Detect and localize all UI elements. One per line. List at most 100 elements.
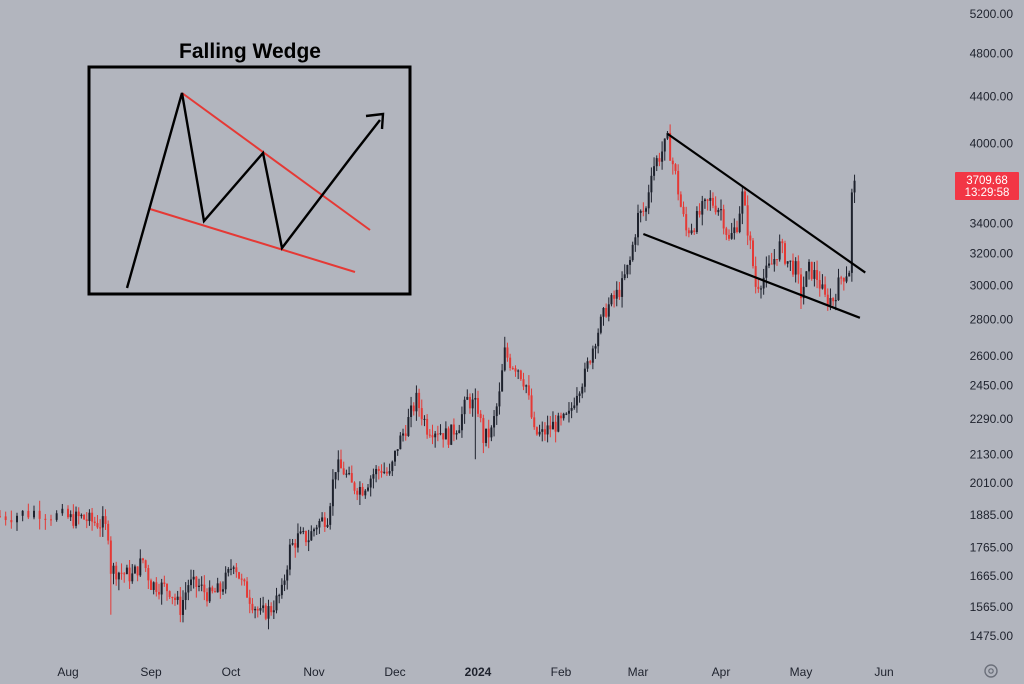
candle-body (85, 519, 88, 522)
candle-body (514, 368, 517, 372)
candle-body (818, 279, 821, 289)
candle-body (485, 428, 488, 443)
candle-body (653, 166, 656, 176)
candle-body (144, 560, 147, 569)
candle-body (463, 399, 466, 415)
candle-body (222, 589, 224, 592)
candle-body (380, 470, 383, 473)
time-tick-label: Nov (303, 665, 324, 679)
candle-body (75, 511, 78, 526)
candle-body (546, 425, 549, 435)
candle-body (597, 332, 600, 347)
candle-body (744, 191, 746, 206)
candle-body (10, 520, 13, 523)
candle-body (615, 289, 618, 299)
candle-body (112, 565, 115, 574)
candle-body (262, 605, 265, 609)
candle-body (388, 471, 391, 474)
candle-body (736, 227, 738, 232)
candle-body (240, 578, 243, 580)
candle-body (661, 151, 664, 162)
candle-body (669, 132, 672, 161)
candle-body (824, 284, 827, 295)
candle-body (591, 348, 594, 363)
candle-body (291, 543, 294, 545)
price-tick-label: 4400.00 (970, 89, 1014, 103)
candle-body (238, 572, 241, 579)
candle-body (794, 261, 797, 275)
candle-body (296, 533, 299, 548)
time-tick-label: Jun (874, 665, 893, 679)
candle-body (286, 569, 289, 581)
candle-body (717, 209, 720, 213)
candle-body (200, 584, 203, 586)
candle-body (527, 385, 530, 396)
candle-body (567, 410, 570, 414)
candle-body (329, 506, 332, 525)
candle-body (69, 514, 72, 518)
candle-body (275, 595, 278, 611)
candle-body (176, 596, 179, 600)
candle-body (375, 468, 378, 475)
candle-body (728, 234, 730, 239)
candle-body (310, 531, 313, 541)
candle-body (714, 205, 717, 213)
candle-body (482, 418, 485, 443)
price-tick-label: 1565.00 (970, 600, 1014, 614)
candle-body (434, 433, 437, 438)
candle-body (589, 361, 592, 363)
time-tick-label: Feb (551, 665, 572, 679)
candle-body (781, 241, 784, 244)
candle-body (573, 405, 576, 408)
settings-gear-icon[interactable] (984, 664, 998, 678)
candle-body (455, 433, 458, 435)
candle-body (679, 194, 682, 207)
time-tick-label: Dec (384, 665, 405, 679)
candle-body (690, 230, 693, 234)
candle-body (80, 514, 83, 517)
candle-body (853, 180, 856, 193)
candle-body (701, 201, 704, 215)
candle-body (139, 558, 142, 576)
candle-body (792, 260, 794, 275)
time-tick-label: Sep (140, 665, 162, 679)
candle-body (67, 508, 69, 518)
candle-body (695, 211, 698, 232)
candle-body (299, 531, 302, 534)
candle-body (530, 395, 533, 418)
candle-body (120, 572, 123, 574)
candle-body (115, 565, 118, 580)
time-axis[interactable]: Aug Sep Oct Nov Dec 2024 Feb Mar Apr May Jun (57, 665, 893, 679)
candle-body (294, 543, 297, 548)
candle-body (280, 584, 283, 596)
candle-body (834, 300, 837, 302)
candle-body (583, 368, 586, 387)
candle-body (334, 472, 337, 480)
candle-body (128, 567, 131, 582)
candle-body (663, 138, 666, 152)
candle-body (706, 199, 709, 201)
candle-body (850, 192, 853, 273)
inset-lower-trendline (149, 208, 356, 273)
candle-body (232, 567, 235, 569)
candle-body (428, 434, 431, 436)
candle-body (618, 289, 621, 297)
candle-body (789, 260, 792, 262)
candle-body (613, 295, 616, 299)
candle-body (391, 461, 394, 472)
candle-body (246, 581, 249, 598)
candle-body (730, 233, 733, 239)
candle-body (267, 606, 270, 619)
candle-body (634, 237, 637, 245)
price-tick-label: 3400.00 (970, 217, 1014, 231)
candle-body (800, 274, 802, 299)
candle-body (741, 191, 744, 214)
price-axis[interactable]: 5200.00 4800.00 4400.00 4000.00 3400.00 3200.… (970, 7, 1014, 643)
candle-body (493, 416, 496, 428)
price-tick-label: 5200.00 (970, 7, 1014, 21)
candle-body (637, 212, 639, 238)
candle-body (549, 425, 552, 430)
candle-body (538, 431, 541, 435)
candle-body (150, 580, 152, 590)
